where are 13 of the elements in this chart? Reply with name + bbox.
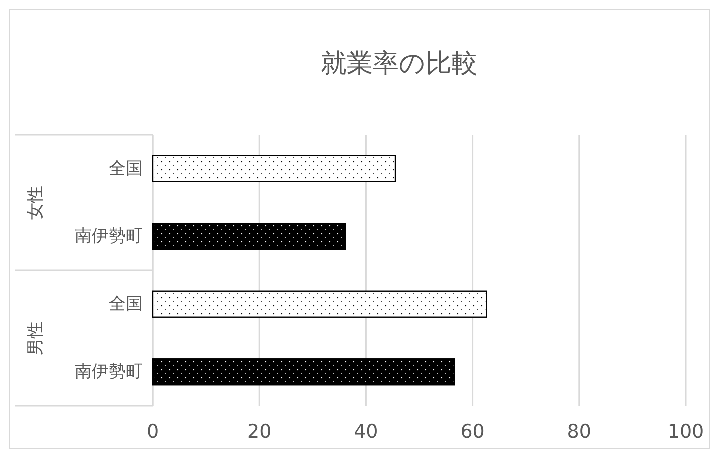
x-tick-label: 60 xyxy=(460,421,485,443)
y-tick-label: 南伊勢町 xyxy=(75,362,143,382)
x-tick-label: 80 xyxy=(567,421,592,443)
text: 女性 xyxy=(26,186,46,220)
y-tick-label: 全国 xyxy=(109,294,143,314)
text: 男性 xyxy=(26,321,46,356)
y-tick-label: 全国 xyxy=(109,158,143,179)
x-tick-label: 0 xyxy=(146,421,160,443)
x-tick-label: 40 xyxy=(354,421,378,443)
x-tick-label: 100 xyxy=(668,421,704,443)
y-tick-label: 南伊勢町 xyxy=(75,226,143,247)
x-tick-label: 20 xyxy=(248,421,272,443)
chart-title: 就業率の比較 xyxy=(321,49,478,79)
